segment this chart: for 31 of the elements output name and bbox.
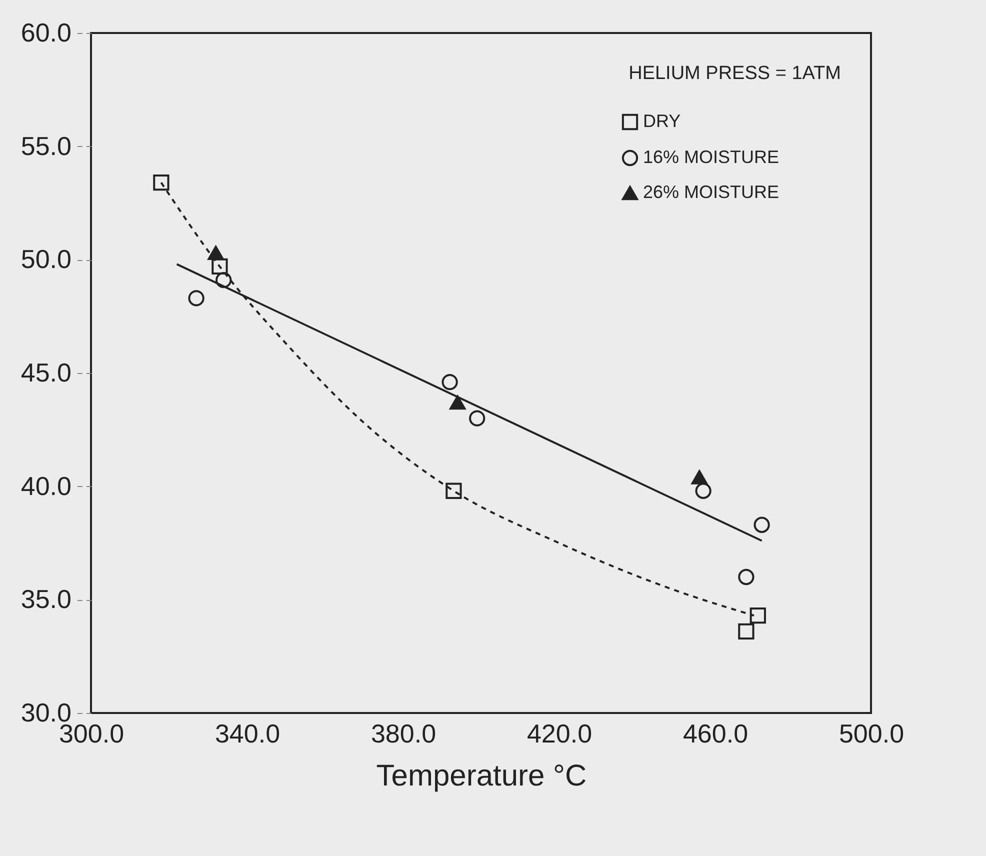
point bbox=[153, 174, 170, 191]
point bbox=[469, 410, 486, 426]
point bbox=[750, 607, 766, 624]
point bbox=[208, 246, 224, 260]
point bbox=[695, 482, 712, 499]
legend-label: DRY bbox=[643, 111, 681, 131]
point bbox=[738, 623, 754, 640]
x-axis-title: Temperature °C bbox=[376, 760, 587, 792]
point bbox=[446, 482, 462, 499]
annotation: HELIUM PRESS = 1ATM bbox=[628, 63, 841, 84]
point bbox=[188, 290, 204, 306]
point bbox=[754, 516, 770, 533]
point bbox=[738, 568, 754, 586]
point bbox=[216, 272, 232, 288]
y-tick-label: 35.0 bbox=[20, 584, 72, 614]
point bbox=[212, 258, 228, 275]
y-tick-label: 60.0 bbox=[20, 18, 72, 48]
point bbox=[691, 470, 708, 484]
point bbox=[450, 395, 466, 410]
x-tick-label: 500.0 bbox=[838, 718, 904, 748]
x-tick-label: 380.0 bbox=[370, 718, 436, 748]
x-tick-label: 340.0 bbox=[214, 718, 280, 748]
y-tick-label: 50.0 bbox=[20, 244, 72, 274]
y-tick-label: 55.0 bbox=[20, 130, 72, 161]
y-tick-label: 45.0 bbox=[20, 358, 72, 388]
x-tick-label: 460.0 bbox=[682, 718, 748, 748]
legend-label: 26% MOISTURE bbox=[643, 182, 780, 202]
legend-label: 16% MOISTURE bbox=[643, 147, 780, 167]
x-tick-label: 420.0 bbox=[526, 718, 592, 748]
point bbox=[442, 374, 458, 390]
y-tick-label: 40.0 bbox=[20, 470, 72, 501]
